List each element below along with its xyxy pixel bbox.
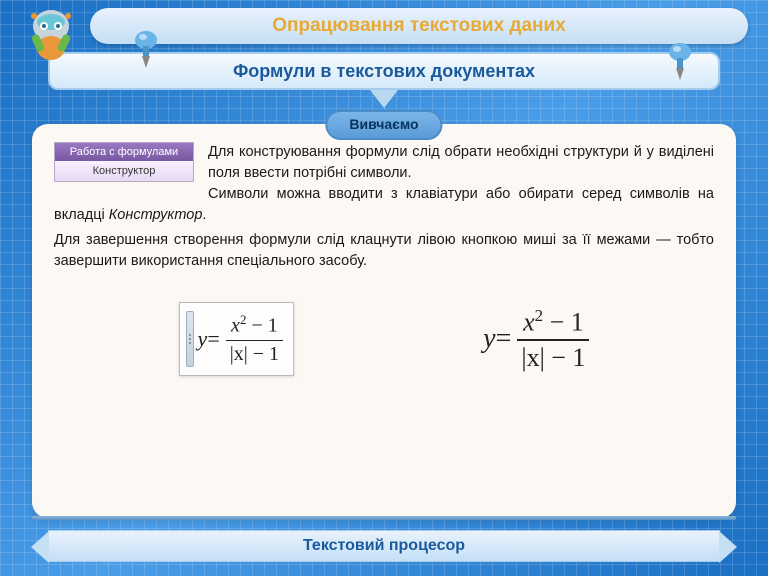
footer-bar: Текстовий процесор (48, 530, 720, 562)
pushpin-left-icon (128, 28, 164, 68)
panel-underline (32, 516, 736, 520)
formula-num-tail: − 1 (246, 315, 277, 337)
formula-editor-box: y = x2 − 1 |x| − 1 (179, 302, 294, 376)
ribbon-tab-title: Работа с формулами (55, 143, 193, 161)
formula-rendered: y = x2 − 1 |x| − 1 (483, 306, 589, 373)
pushpin-right-icon (662, 40, 698, 80)
section-badge-label: Вивчаємо (349, 116, 418, 132)
formula2-num-tail: − 1 (543, 307, 584, 336)
paragraph-1b-em: Конструктор (109, 207, 203, 223)
formula2-num-exp: 2 (535, 306, 543, 325)
arrow-down-icon (370, 90, 398, 108)
formula-eq: = (207, 326, 219, 352)
header-bar: Опрацювання текстових даних (90, 8, 748, 44)
section-badge: Вивчаємо (325, 110, 442, 140)
paragraph-1b-post: . (202, 207, 206, 223)
ribbon-tab-sub: Конструктор (55, 161, 193, 181)
header-title: Опрацювання текстових даних (272, 15, 566, 37)
formula-lhs: y (198, 326, 208, 352)
paragraph-1b: Символи можна вводити з клавіатури або о… (54, 184, 714, 226)
formula2-den: |x| − 1 (517, 343, 589, 373)
formula2-num-var: x (523, 307, 535, 336)
subheader-title: Формули в текстових документах (233, 61, 535, 82)
formula2-lhs: y (483, 323, 495, 355)
formula-drag-handle-icon[interactable] (186, 311, 194, 367)
formula-num-var: x (231, 315, 240, 337)
formula2-eq: = (496, 323, 512, 355)
formula-den: |x| − 1 (226, 343, 283, 366)
word-ribbon-widget: Работа с формулами Конструктор (54, 142, 194, 182)
content-panel: Работа с формулами Конструктор Для конст… (32, 124, 736, 518)
footer-label: Текстовий процесор (303, 537, 465, 555)
formula-editable[interactable]: y = x2 − 1 |x| − 1 (198, 312, 283, 366)
robot-mascot-icon (16, 4, 86, 64)
formula-row: y = x2 − 1 |x| − 1 y = x2 − 1 |x| − 1 (54, 302, 714, 376)
paragraph-2: Для завершення створення формули слід кл… (54, 230, 714, 272)
